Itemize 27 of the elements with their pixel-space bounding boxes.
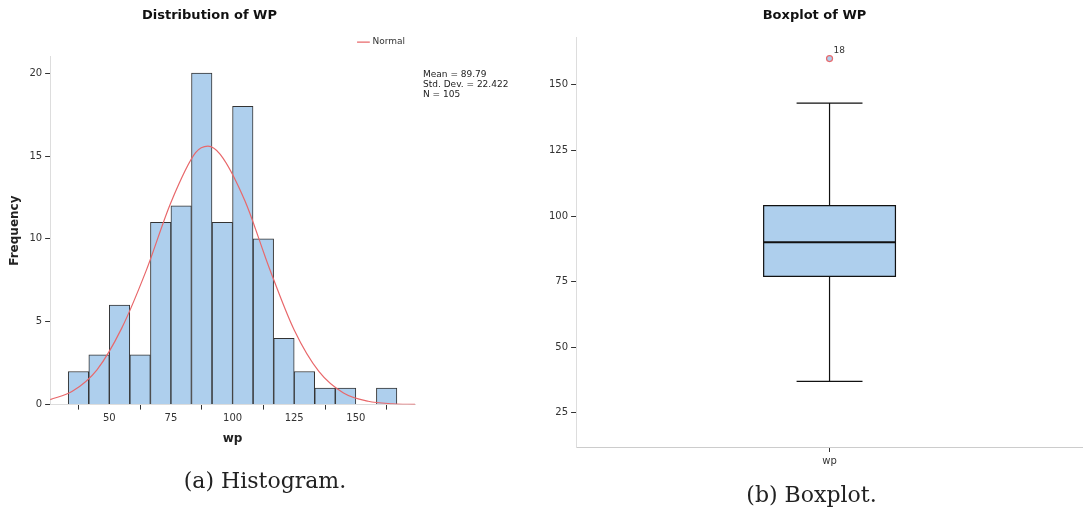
text: (b) Boxplot.	[745, 482, 878, 507]
x-tick-label: 100	[223, 412, 243, 424]
text: Mean = 89.79	[423, 69, 487, 80]
x-tick-label: 150	[346, 412, 366, 424]
text: N = 105	[423, 89, 461, 100]
legend-label: Normal	[372, 36, 406, 47]
x-tick-label: 75	[164, 412, 178, 424]
text: (a) Histogram.	[182, 468, 348, 493]
x-tick-label: 125	[284, 412, 304, 424]
x-axis-title: wp	[222, 430, 243, 445]
text: Std. Dev. = 22.422	[423, 79, 509, 90]
y-tick-label: 150	[548, 78, 569, 90]
chart-title: Distribution of WP	[142, 7, 277, 23]
x-tick-label: 50	[102, 412, 116, 424]
y-tick-label: 10	[29, 232, 43, 244]
y-tick-label: 125	[548, 144, 569, 156]
y-tick-label: 25	[555, 406, 569, 418]
y-tick-label: 100	[548, 209, 569, 221]
y-tick-label: 75	[555, 275, 569, 287]
y-tick-label: 50	[555, 340, 569, 352]
y-tick-label: 20	[29, 66, 43, 78]
y-axis-title: Frequency	[7, 195, 22, 266]
y-tick-label: 15	[29, 149, 43, 161]
y-tick-label: 5	[35, 315, 43, 327]
chart-title: Boxplot of WP	[762, 7, 867, 23]
annotation: 18	[833, 45, 846, 56]
y-tick-label: 0	[35, 398, 43, 410]
